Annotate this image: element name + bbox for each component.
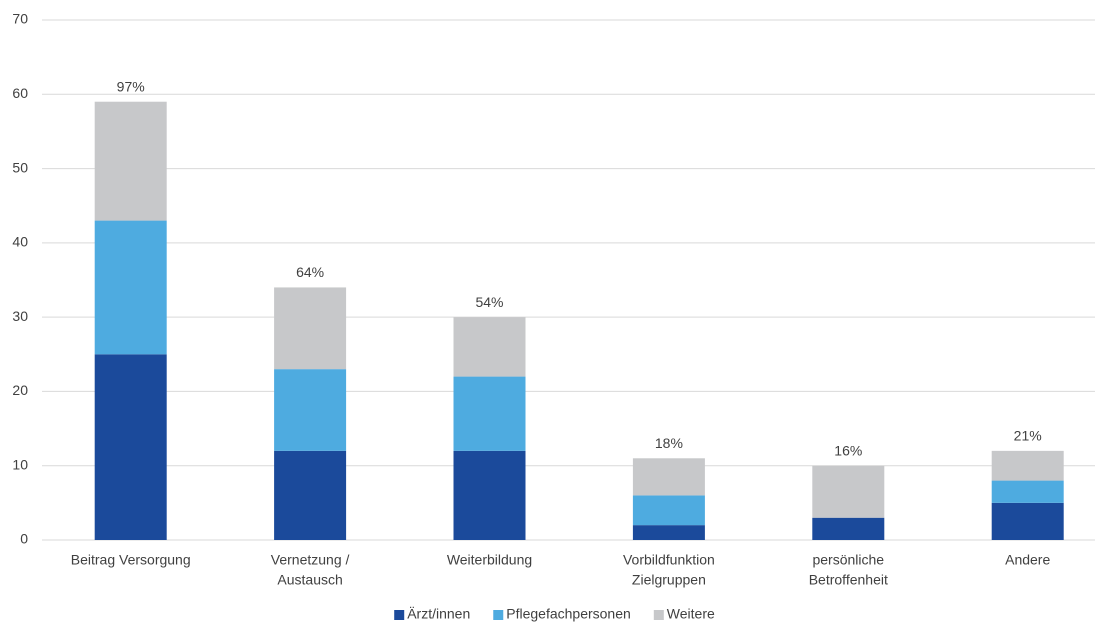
bar-segment	[453, 450, 526, 540]
legend-swatch	[653, 610, 664, 620]
bar-segment	[632, 495, 705, 526]
bar-segment	[632, 525, 705, 540]
total-label: 54%	[475, 294, 503, 310]
legend-swatch	[493, 610, 504, 620]
bar-segment	[453, 317, 526, 377]
bar-segment	[991, 502, 1064, 540]
x-tick-label: Betroffenheit	[809, 572, 888, 588]
y-tick-label: 10	[12, 456, 28, 472]
y-tick-label: 30	[12, 308, 28, 324]
x-tick-label: Andere	[1005, 552, 1050, 568]
legend-label: Weitere	[667, 606, 715, 622]
x-tick-label: Vernetzung /	[271, 552, 350, 568]
y-tick-label: 60	[12, 85, 28, 101]
bar-segment	[274, 369, 347, 451]
total-label: 18%	[655, 435, 683, 451]
total-label: 16%	[834, 442, 862, 458]
total-label: 21%	[1014, 428, 1042, 444]
x-tick-label: Beitrag Versorgung	[71, 552, 191, 568]
bar-segment	[94, 101, 167, 221]
bar-segment	[632, 458, 705, 496]
legend-swatch	[394, 610, 405, 620]
x-tick-label: Weiterbildung	[447, 552, 532, 568]
legend-label: Ärzt/innen	[407, 606, 470, 622]
y-tick-label: 0	[20, 531, 28, 547]
bar-segment	[812, 465, 885, 518]
bar-segment	[274, 287, 347, 370]
x-tick-label: Vorbildfunktion	[623, 552, 715, 568]
legend-label: Pflegefachpersonen	[506, 606, 631, 622]
bar-segment	[991, 480, 1064, 503]
bar-segment	[274, 450, 347, 540]
x-tick-label: Austausch	[277, 572, 342, 588]
bar-segment	[812, 517, 885, 540]
bar-segment	[991, 450, 1064, 481]
y-tick-label: 20	[12, 382, 28, 398]
x-tick-label: persönliche	[812, 552, 884, 568]
y-tick-label: 50	[12, 159, 28, 175]
bar-segment	[453, 376, 526, 451]
y-tick-label: 40	[12, 234, 28, 250]
bar-segment	[94, 220, 167, 355]
bar-segment	[94, 354, 167, 540]
total-label: 64%	[296, 264, 324, 280]
y-tick-label: 70	[12, 11, 28, 27]
total-label: 97%	[117, 78, 145, 94]
x-tick-label: Zielgruppen	[632, 572, 706, 588]
